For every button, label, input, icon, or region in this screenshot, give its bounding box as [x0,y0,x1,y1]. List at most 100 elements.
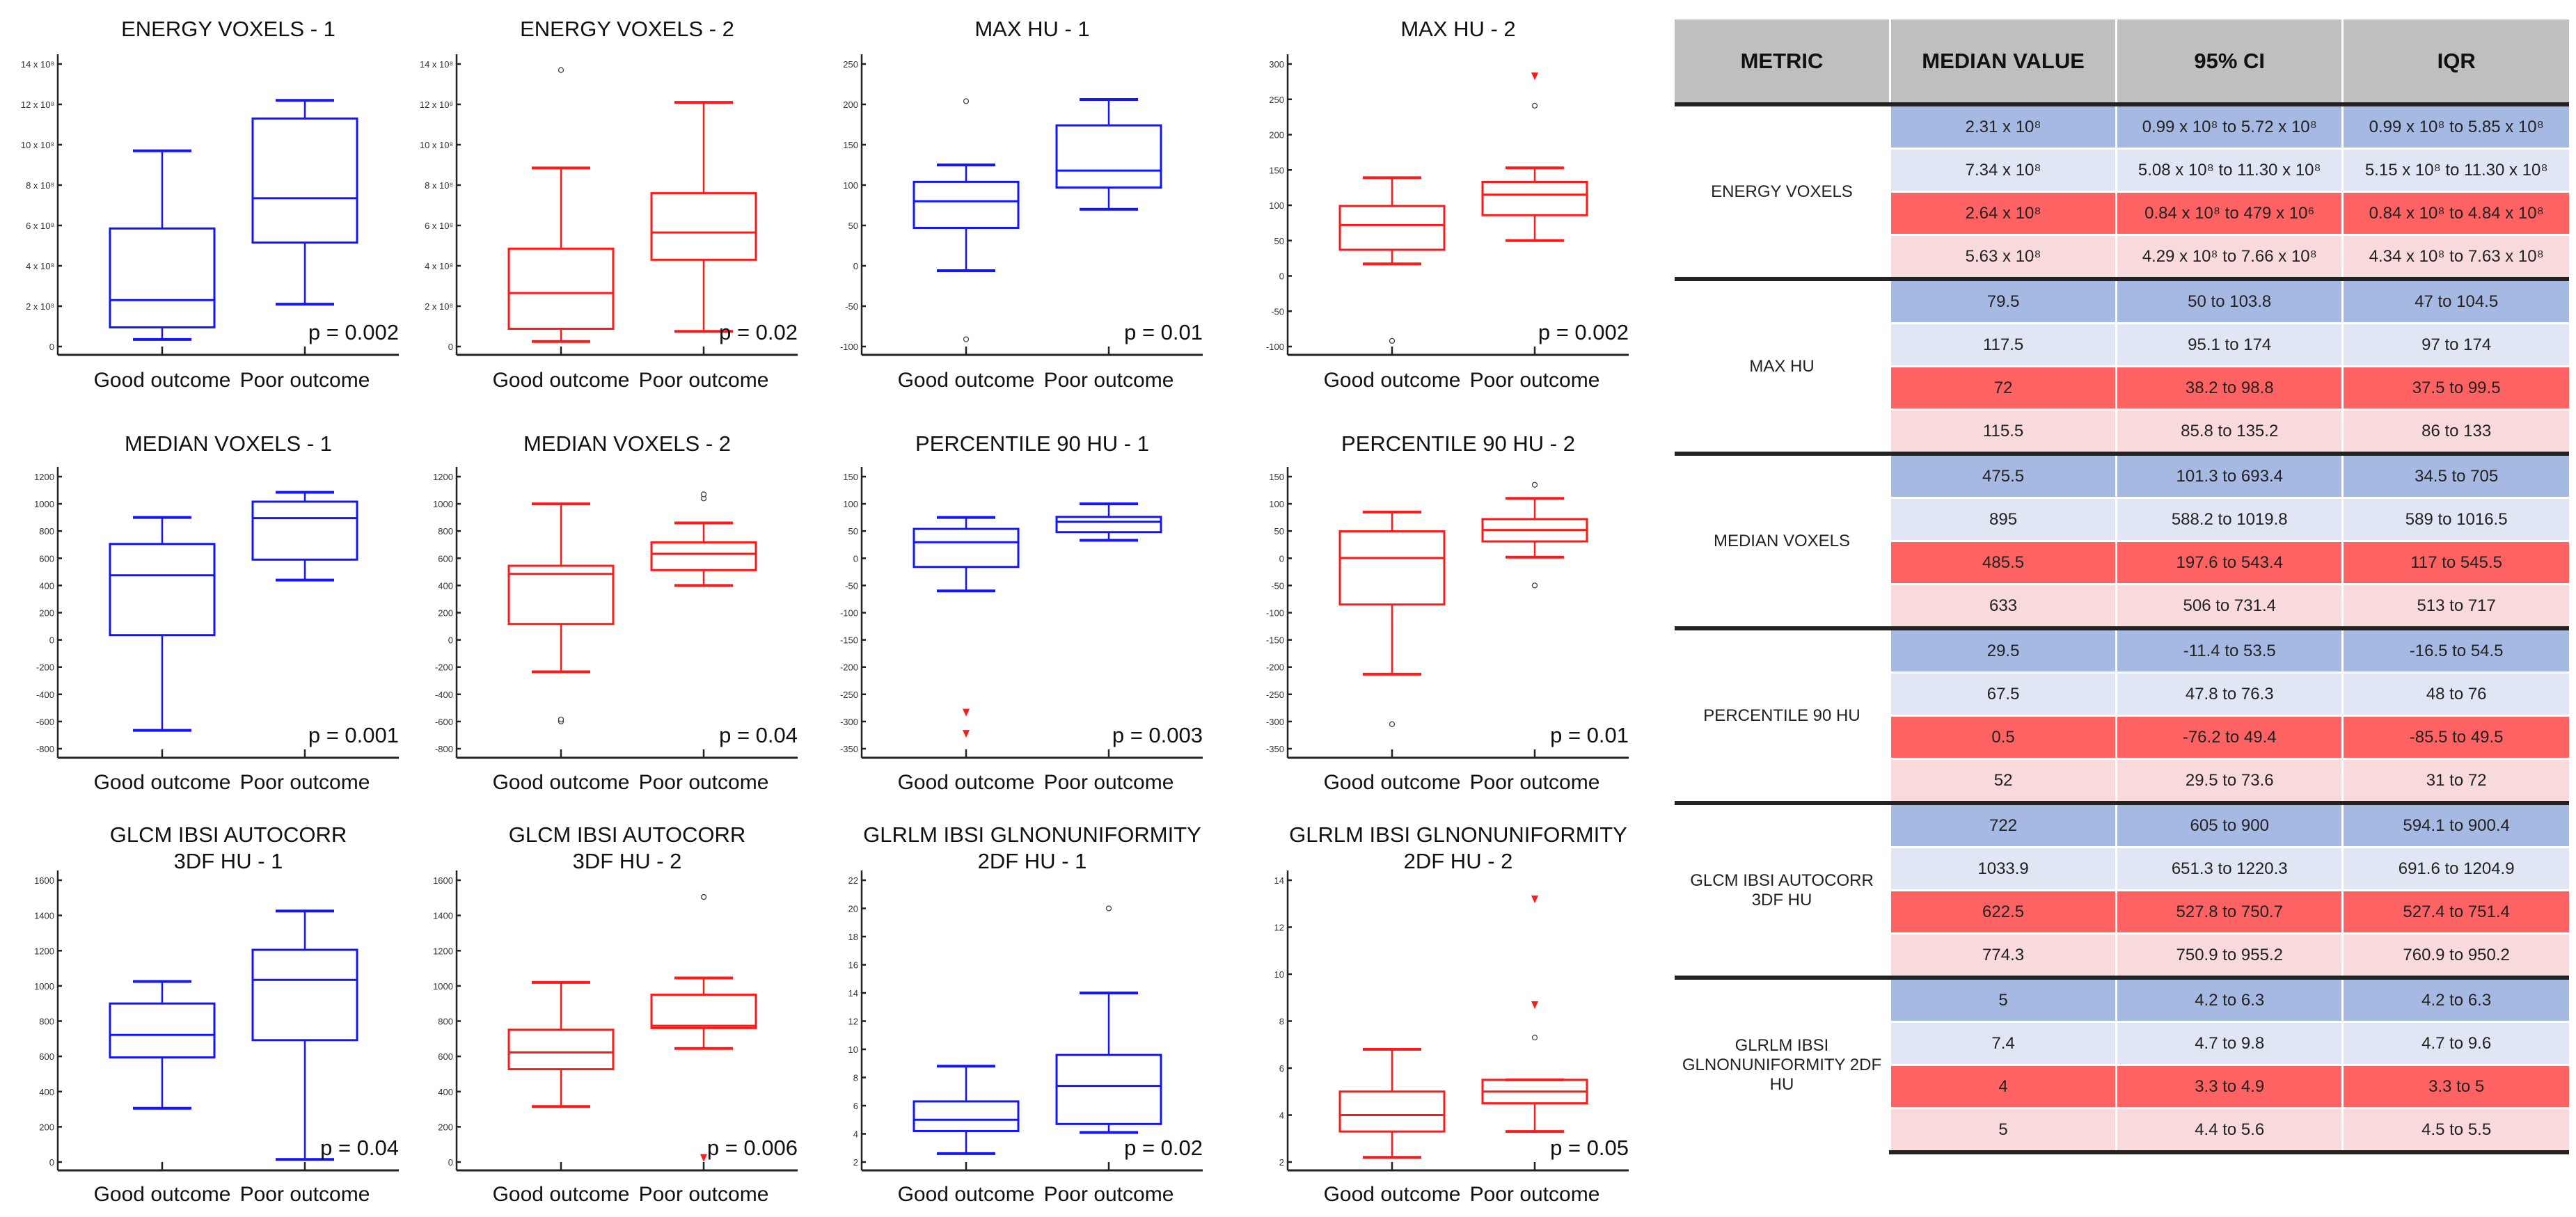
outlier-point [1531,1034,1538,1041]
y-tick-label: 0 [448,635,453,646]
y-tick-label: 14 x 10⁸ [420,59,453,70]
y-tick-label: 6 [853,1101,858,1111]
plot-title: MEDIAN VOXELS - 2 [523,431,731,456]
y-tick-label: 0 [49,1157,54,1168]
outlier-point [700,893,707,900]
y-tick-label: 250 [843,59,858,70]
y-tick-label: -600 [36,717,54,727]
boxplot-3: MAX HU - 1 -100 -50 0 50 100 150 200 250 Good out… [840,17,1203,392]
y-tick-label: 100 [1269,499,1284,509]
table-row: 72 38.2 to 98.8 37.5 to 99.5 [1675,366,2569,411]
ci-95-cell: -11.4 to 53.5 [2115,626,2343,674]
y-tick-label: 10 [848,1044,858,1055]
boxplot-8: PERCENTILE 90 HU - 2 -350 -300 -250 -200 -150… [1266,431,1629,794]
table-body: ENERGY VOXELS 2.31 x 10⁸ 0.99 x 10⁸ to 5.7… [1675,104,2569,1154]
y-tick-label: -600 [435,717,453,727]
y-tick-label: 0 [853,553,858,564]
table-row: 7.34 x 10⁸ 5.08 x 10⁸ to 11.30 x 10⁸ 5.15 … [1675,148,2569,193]
y-tick-label: 0 [1279,553,1284,564]
ci-95-cell: 197.6 to 543.4 [2115,541,2343,585]
iqr-box [251,948,358,1042]
x-tick-label: Poor outcome [1470,369,1600,392]
median-value-cell: 622.5 [1888,890,2117,934]
header-95-ci: 95% CI [2115,19,2343,106]
median-value-cell: 895 [1888,498,2117,542]
y-tick-label: 12 x 10⁸ [420,100,453,110]
y-tick-label: -300 [840,717,858,727]
y-tick-label: -50 [845,301,858,312]
y-tick-label: 600 [39,1051,54,1062]
median-value-cell: 722 [1888,801,2117,848]
ci-95-cell: -76.2 to 49.4 [2115,715,2343,760]
p-value-label: p = 0.04 [719,723,798,747]
ci-95-cell: 4.4 to 5.6 [2115,1108,2343,1154]
iqr-box [507,247,615,330]
iqr-cell: 117 to 545.5 [2341,541,2569,585]
y-tick-label: -350 [840,744,858,754]
iqr-box [1481,181,1588,216]
median-value-cell: 0.5 [1888,715,2117,760]
y-tick-label: 250 [1269,95,1284,105]
x-tick-label: Good outcome [493,771,630,794]
median-value-cell: 1033.9 [1888,847,2117,891]
y-tick-label: 8 [1279,1017,1284,1027]
y-tick-label: 14 [848,988,858,999]
x-tick-label: Poor outcome [1044,771,1174,794]
y-tick-label: 10 x 10⁸ [21,140,54,150]
iqr-box [912,527,1020,568]
median-value-cell: 2.64 x 10⁸ [1888,191,2117,236]
iqr-box [109,543,216,637]
iqr-box [650,994,757,1029]
y-tick-label: 400 [438,580,453,591]
p-value-label: p = 0.02 [719,320,798,344]
outlier-point [1105,905,1112,912]
table-row: GLCM IBSI AUTOCORR 3DF HU 722 605 to 900 59… [1675,801,2569,979]
median-value-cell: 115.5 [1888,409,2117,455]
boxplot-2: ENERGY VOXELS - 2 0 2 x 10⁸ 4 x 10⁸ 6 x 10⁸ 8… [420,17,798,392]
outlier-point [1531,582,1538,589]
iqr-cell: 4.5 to 5.5 [2341,1108,2569,1154]
y-tick-label: -400 [435,690,453,700]
ci-95-cell: 651.3 to 1220.3 [2115,847,2343,891]
iqr-box [507,1028,615,1071]
x-tick-label: Good outcome [1324,1183,1461,1206]
y-tick-label: 0 [49,635,54,646]
median-value-cell: 7.4 [1888,1021,2117,1066]
x-tick-label: Good outcome [493,369,630,392]
table-row: 895 588.2 to 1019.8 589 to 1016.5 [1675,498,2569,542]
x-tick-label: Poor outcome [1470,771,1600,794]
table-row: 633 506 to 731.4 513 to 717 [1675,584,2569,630]
iqr-box [1055,1053,1162,1125]
table-row: 622.5 527.8 to 750.7 527.4 to 751.4 [1675,890,2569,934]
y-tick-label: 1000 [34,981,54,992]
y-tick-label: 400 [438,1087,453,1097]
y-tick-label: 2 [1279,1157,1284,1168]
ci-95-cell: 527.8 to 750.7 [2115,890,2343,934]
y-tick-label: -400 [36,690,54,700]
y-tick-label: -200 [36,662,54,673]
outlier-point [1389,337,1396,344]
table-row: 117.5 95.1 to 174 97 to 174 [1675,323,2569,367]
y-tick-label: 1000 [34,499,54,509]
plot-title: 3DF HU - 1 [174,849,283,873]
boxplot-6: MEDIAN VOXELS - 2 -800 -600 -400 -200 0 200 400… [433,431,798,794]
plot-title: 3DF HU - 2 [573,849,682,873]
plot-title: GLCM IBSI AUTOCORR [110,822,347,847]
iqr-box [507,564,615,626]
y-tick-label: -150 [840,635,858,646]
y-tick-label: -100 [1266,608,1284,619]
iqr-cell: 37.5 to 99.5 [2341,366,2569,411]
boxplot-5: MEDIAN VOXELS - 1 -800 -600 -400 -200 0 200 400… [34,431,399,794]
p-value-label: p = 0.02 [1124,1136,1203,1160]
y-tick-label: 100 [1269,200,1284,211]
y-tick-label: 4 [853,1129,858,1140]
ci-95-cell: 38.2 to 98.8 [2115,366,2343,411]
median-value-cell: 72 [1888,366,2117,411]
x-tick-label: Good outcome [94,369,231,392]
y-tick-label: -50 [845,580,858,591]
table-row: 0.5 -76.2 to 49.4 -85.5 to 49.5 [1675,715,2569,760]
y-tick-label: 50 [1274,526,1284,536]
median-value-cell: 79.5 [1888,277,2117,324]
y-tick-label: 18 [848,932,858,942]
